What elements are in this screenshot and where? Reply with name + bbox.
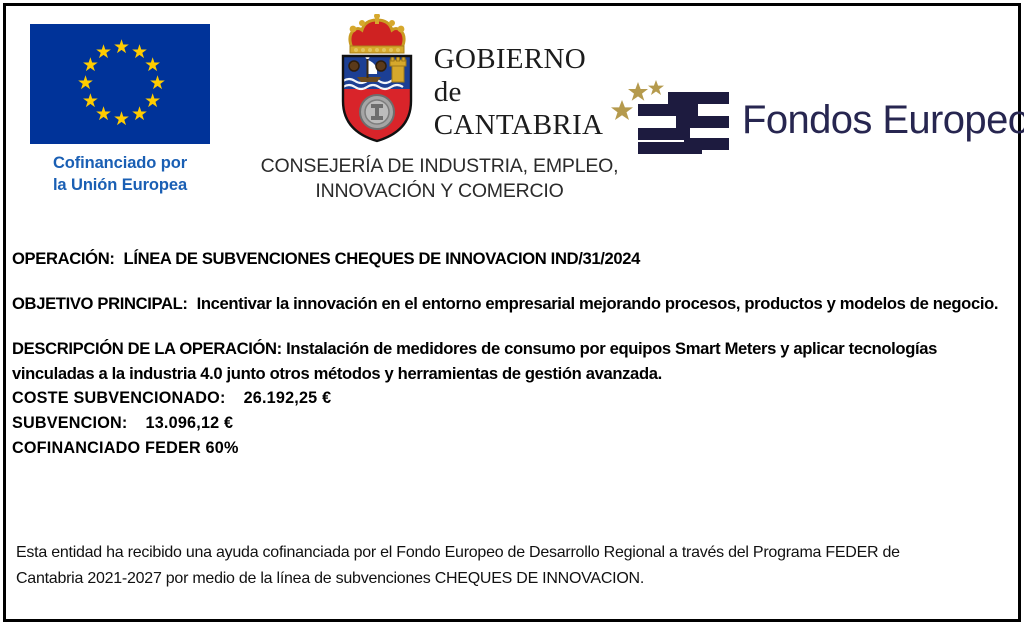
descripcion-value: Instalación de medidores de consumo por …: [12, 339, 938, 383]
subvencion-value: 13.096,12 €: [145, 414, 234, 432]
fondos-europeos-logo-block: Fondos Europeos: [610, 76, 1024, 165]
cantabria-coat-of-arms-icon: [334, 13, 420, 149]
consejeria-line2: INNOVACIÓN Y COMERCIO: [315, 179, 564, 202]
tower-shape: [389, 56, 407, 83]
european-union-flag-icon: ★ ★ ★ ★ ★ ★ ★ ★ ★ ★ ★ ★: [30, 24, 210, 144]
eu-caption: Cofinanciado por la Unión Europea: [18, 153, 222, 197]
fondos-europeos-wordmark: Fondos Europeos: [742, 98, 1024, 142]
wordmark-gobierno: GOBIERNO: [433, 43, 586, 75]
footnote-line2: Cantabria 2021-2027 por medio de la líne…: [16, 570, 645, 587]
shield-field: [342, 56, 411, 141]
subvencion-line: SUBVENCION: 13.096,12 €: [12, 411, 1012, 436]
cantabrian-stele-shape: [358, 94, 395, 130]
fondos-europeos-mark-icon: [610, 76, 732, 165]
fondos-bars: [638, 92, 729, 154]
fondos-stars: [611, 80, 664, 120]
eu-caption-line1: Cofinanciado por: [52, 154, 188, 172]
subvencion-label: SUBVENCION:: [12, 414, 128, 432]
objetivo-line: OBJETIVO PRINCIPAL: Incentivar la innovac…: [12, 291, 1012, 316]
descripcion-label: DESCRIPCIÓN DE LA OPERACIÓN:: [12, 339, 282, 358]
poster-body-text: OPERACIÓN: LÍNEA DE SUBVENCIONES CHEQUES …: [12, 246, 1012, 461]
wordmark-de: de: [433, 76, 462, 109]
objetivo-label: OBJETIVO PRINCIPAL:: [12, 294, 188, 313]
cofinanciado-feder-line: COFINANCIADO FEDER 60%: [12, 439, 239, 457]
objetivo-value: Incentivar la innovación en el entorno e…: [196, 294, 999, 313]
eu-caption-line2: la Unión Europea: [52, 175, 188, 194]
descripcion-line: DESCRIPCIÓN DE LA OPERACIÓN: Instalación…: [12, 336, 1012, 386]
coste-label: COSTE SUBVENCIONADO:: [12, 389, 226, 407]
cantabria-wordmark: GOBIERNO de CANTABRIA: [434, 14, 604, 142]
operacion-value: LÍNEA DE SUBVENCIONES CHEQUES DE INNOVAC…: [123, 249, 641, 268]
eu-logo-block: ★ ★ ★ ★ ★ ★ ★ ★ ★ ★ ★ ★ Cofinanciado por la Unión E…: [18, 24, 222, 197]
cantabria-logo-block: GOBIERNO de CANTABRIA CONSEJERÍA DE INDU…: [232, 13, 647, 203]
wordmark-cantabria: CANTABRIA: [433, 109, 604, 142]
coste-value: 26.192,25 €: [243, 389, 332, 407]
consejeria-line1: CONSEJERÍA DE INDUSTRIA, EMPLEO,: [260, 155, 619, 177]
logo-band: ★ ★ ★ ★ ★ ★ ★ ★ ★ ★ ★ ★ Cofinanciado por la Unión E…: [10, 13, 1024, 236]
consejeria-subtitle: CONSEJERÍA DE INDUSTRIA, EMPLEO, INNOVAC…: [232, 154, 647, 203]
poster-footnote: Esta entidad ha recibido una ayuda cofin…: [16, 540, 1001, 592]
ship-shape: [356, 56, 381, 82]
footnote-line1: Esta entidad ha recibido una ayuda cofin…: [16, 544, 900, 561]
crown-shape: [348, 13, 406, 54]
coste-line: COSTE SUBVENCIONADO: 26.192,25 €: [12, 386, 1012, 411]
operacion-label: OPERACIÓN:: [12, 249, 115, 268]
operacion-line: OPERACIÓN: LÍNEA DE SUBVENCIONES CHEQUES …: [12, 246, 1012, 271]
